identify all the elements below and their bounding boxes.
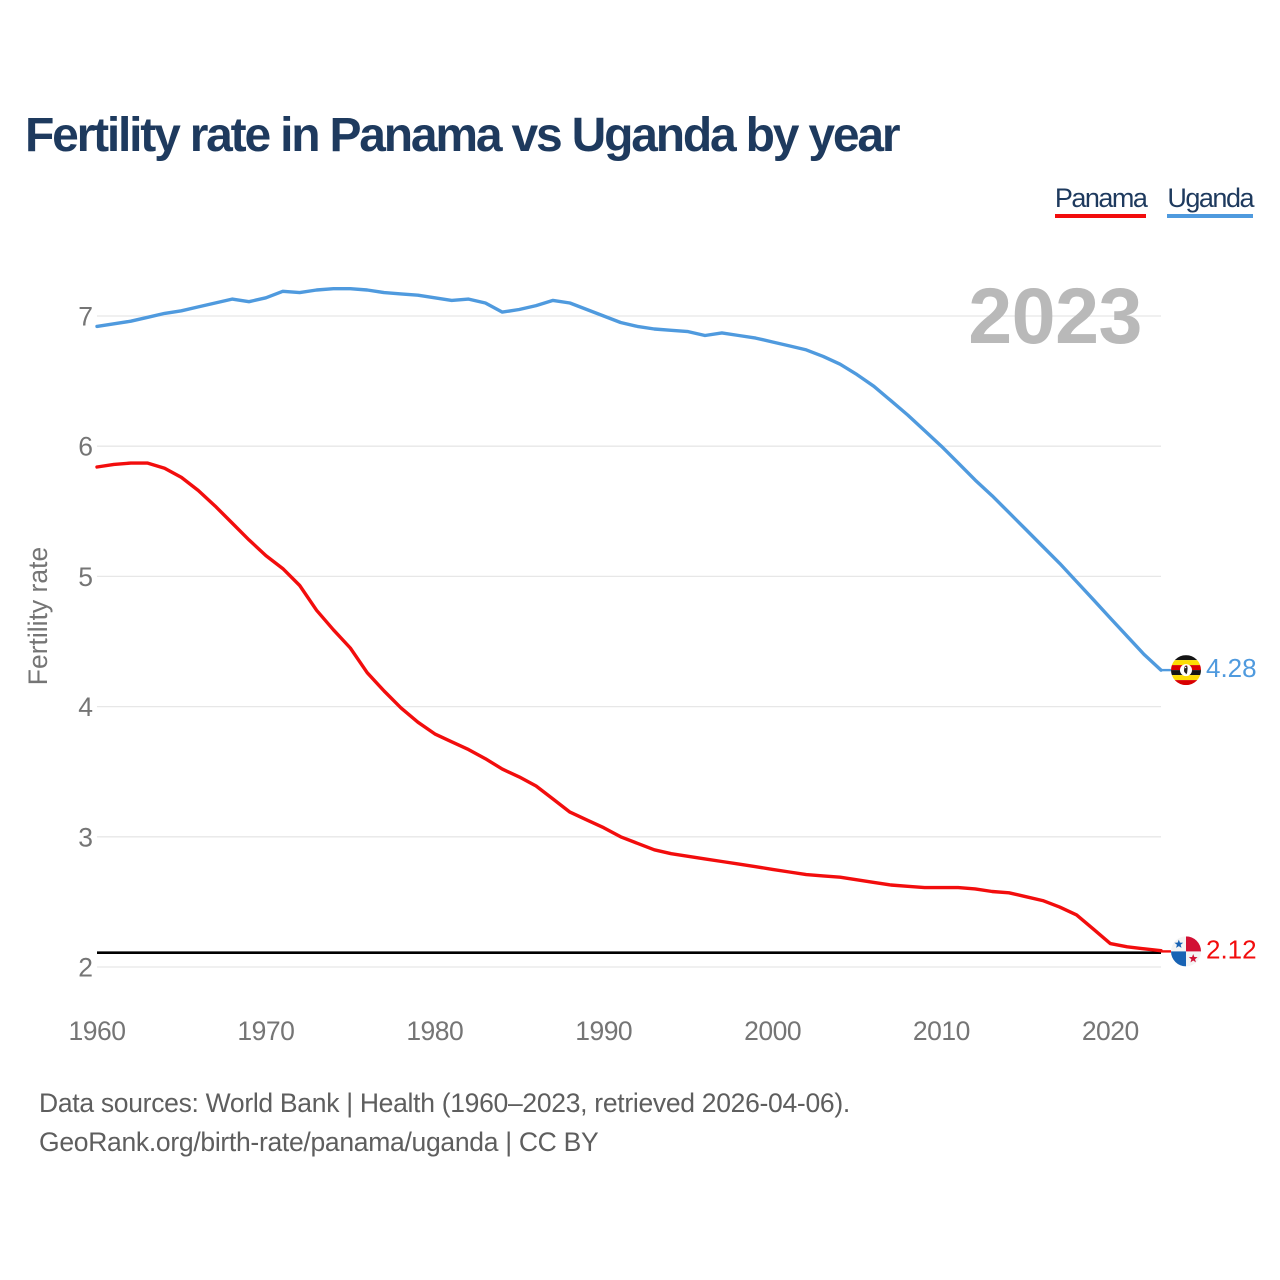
svg-text:4.28: 4.28 — [1206, 653, 1257, 683]
svg-text:7: 7 — [78, 302, 93, 332]
svg-text:2023: 2023 — [968, 271, 1142, 360]
svg-text:1990: 1990 — [575, 1016, 632, 1046]
svg-text:1970: 1970 — [237, 1016, 294, 1046]
svg-text:4: 4 — [78, 692, 93, 722]
svg-text:2000: 2000 — [744, 1016, 801, 1046]
svg-text:2010: 2010 — [913, 1016, 970, 1046]
svg-text:3: 3 — [78, 822, 93, 852]
svg-text:Fertility rate: Fertility rate — [23, 547, 53, 685]
svg-text:2.12: 2.12 — [1206, 934, 1257, 964]
svg-text:1980: 1980 — [406, 1016, 463, 1046]
svg-text:6: 6 — [78, 432, 93, 462]
svg-text:2020: 2020 — [1082, 1016, 1139, 1046]
svg-text:5: 5 — [78, 562, 93, 592]
svg-text:1960: 1960 — [69, 1016, 126, 1046]
svg-text:2: 2 — [78, 953, 93, 983]
